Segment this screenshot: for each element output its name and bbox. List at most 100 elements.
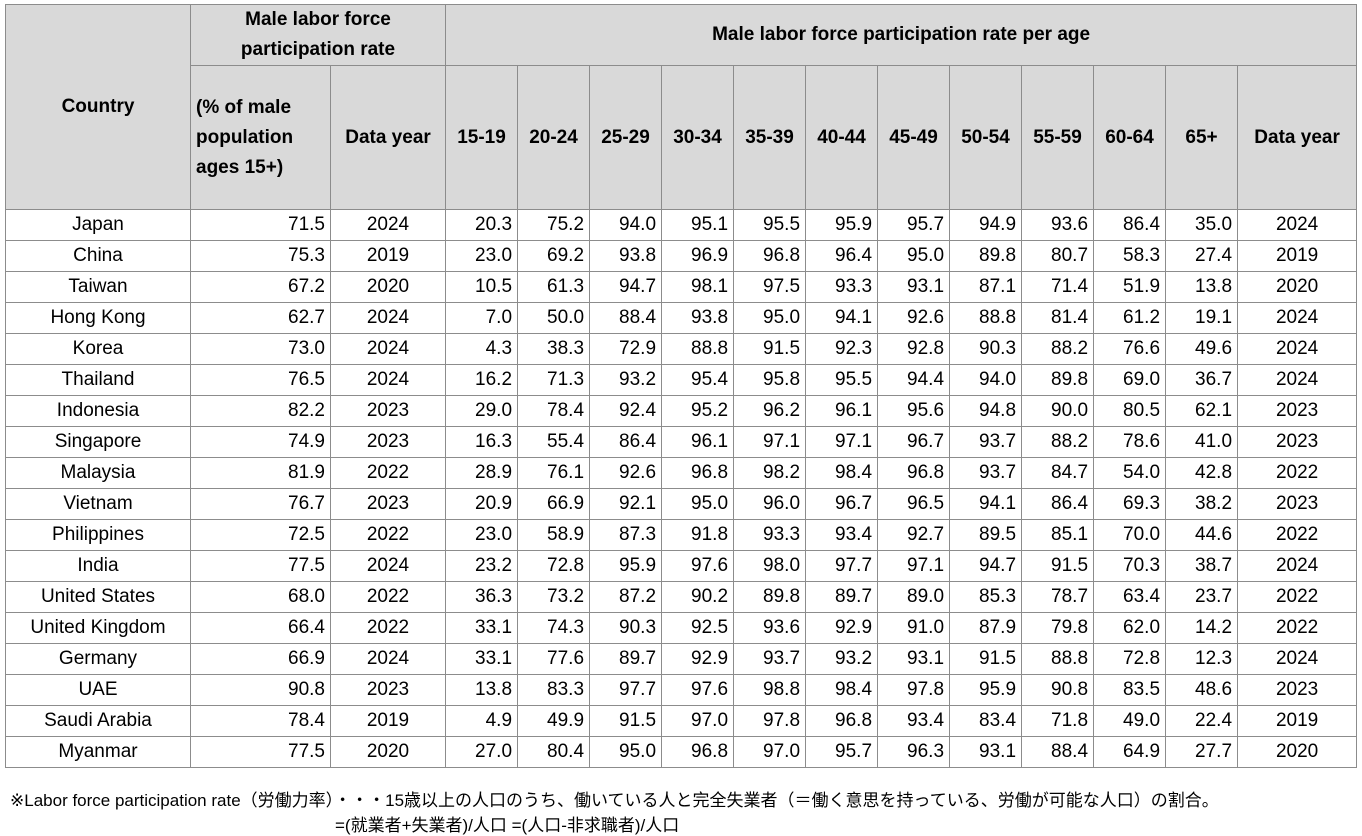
- table-cell: 93.6: [1021, 209, 1095, 241]
- table-cell: 95.0: [877, 240, 951, 272]
- table-row: Saudi Arabia 78.4 2019 4.9 49.9 91.5 97.0 97.8 9…: [5, 705, 1358, 737]
- table-cell: 2019: [329, 705, 447, 737]
- table-cell: 95.9: [949, 674, 1023, 706]
- table-cell: 96.8: [805, 705, 879, 737]
- table-cell: 94.1: [805, 302, 879, 334]
- table-cell: 12.3: [1165, 643, 1239, 675]
- table-cell: 62.7: [190, 302, 331, 334]
- table-cell: 2023: [329, 488, 447, 520]
- table-cell: 78.7: [1021, 581, 1095, 613]
- table-cell: 33.1: [445, 612, 519, 644]
- header-row: (% of male population ages 15+) Data yea…: [6, 65, 1358, 210]
- table-cell: 96.8: [877, 457, 951, 489]
- table-cell: 95.2: [661, 395, 735, 427]
- table-cell: 92.8: [877, 333, 951, 365]
- table-cell: UAE: [5, 674, 191, 706]
- table-row: Germany 66.9 2024 33.1 77.6 89.7 92.9 93.7 93.2 9…: [5, 643, 1358, 675]
- table-cell: 2023: [1237, 395, 1358, 427]
- header-cell: 65+: [1165, 65, 1239, 210]
- table-cell: 62.0: [1093, 612, 1167, 644]
- table-cell: 91.5: [949, 643, 1023, 675]
- table-cell: 4.3: [445, 333, 519, 365]
- table-cell: 95.9: [589, 550, 663, 582]
- table-cell: 96.1: [805, 395, 879, 427]
- table-cell: 89.8: [949, 240, 1023, 272]
- table-cell: 2022: [329, 612, 447, 644]
- table-cell: Germany: [5, 643, 191, 675]
- table-row: Thailand 76.5 2024 16.2 71.3 93.2 95.4 95.8 95.5…: [5, 364, 1358, 396]
- table-cell: 81.4: [1021, 302, 1095, 334]
- table-cell: 89.8: [733, 581, 807, 613]
- table-cell: 20.9: [445, 488, 519, 520]
- table-cell: 66.9: [190, 643, 331, 675]
- table-cell: 74.9: [190, 426, 331, 458]
- table-cell: 94.7: [589, 271, 663, 303]
- table-cell: 19.1: [1165, 302, 1239, 334]
- table-cell: 95.9: [805, 209, 879, 241]
- table-cell: 27.0: [445, 736, 519, 768]
- header-cell: 45-49: [877, 65, 951, 210]
- table-cell: 2024: [329, 643, 447, 675]
- table-cell: 69.0: [1093, 364, 1167, 396]
- table-row: Indonesia 82.2 2023 29.0 78.4 92.4 95.2 96.2 96.…: [5, 395, 1358, 427]
- table-cell: 90.3: [589, 612, 663, 644]
- table-cell: 2022: [329, 519, 447, 551]
- table-cell: 89.7: [805, 581, 879, 613]
- table-cell: 85.1: [1021, 519, 1095, 551]
- table-cell: 70.0: [1093, 519, 1167, 551]
- table-cell: 94.8: [949, 395, 1023, 427]
- table-cell: 98.8: [733, 674, 807, 706]
- table-cell: 98.4: [805, 457, 879, 489]
- table-cell: 93.6: [733, 612, 807, 644]
- table-cell: 94.1: [949, 488, 1023, 520]
- table-cell: 93.7: [949, 457, 1023, 489]
- table-cell: 2020: [1237, 736, 1358, 768]
- table-cell: 36.3: [445, 581, 519, 613]
- table-cell: 77.5: [190, 736, 331, 768]
- table-cell: 98.0: [733, 550, 807, 582]
- table-cell: 36.7: [1165, 364, 1239, 396]
- table-cell: 96.9: [661, 240, 735, 272]
- table-cell: 90.8: [1021, 674, 1095, 706]
- table-cell: 97.6: [661, 674, 735, 706]
- table-cell: 95.7: [877, 209, 951, 241]
- table-cell: 88.4: [1021, 736, 1095, 768]
- table-cell: 86.4: [1021, 488, 1095, 520]
- table-cell: 94.0: [949, 364, 1023, 396]
- table-row: Korea 73.0 2024 4.3 38.3 72.9 88.8 91.5 92.3 92.8…: [5, 333, 1358, 365]
- table-row: Myanmar 77.5 2020 27.0 80.4 95.0 96.8 97.0 95.7 9…: [5, 736, 1358, 768]
- table-cell: 88.8: [661, 333, 735, 365]
- table-cell: 89.8: [1021, 364, 1095, 396]
- table-cell: 16.3: [445, 426, 519, 458]
- table-cell: 93.8: [589, 240, 663, 272]
- table-cell: 73.0: [190, 333, 331, 365]
- table-cell: 22.4: [1165, 705, 1239, 737]
- table-cell: 13.8: [1165, 271, 1239, 303]
- table-cell: 14.2: [1165, 612, 1239, 644]
- table-cell: 76.6: [1093, 333, 1167, 365]
- header-cell: Data year: [329, 65, 447, 210]
- table-cell: United Kingdom: [5, 612, 191, 644]
- table-cell: 92.6: [589, 457, 663, 489]
- table-cell: 23.0: [445, 519, 519, 551]
- table-cell: 93.4: [805, 519, 879, 551]
- table-cell: 96.7: [805, 488, 879, 520]
- table-cell: 96.8: [661, 736, 735, 768]
- table-cell: 2020: [329, 271, 447, 303]
- table-cell: 91.5: [733, 333, 807, 365]
- table-cell: 96.5: [877, 488, 951, 520]
- table-cell: 2024: [1237, 333, 1358, 365]
- table-row: China 75.3 2019 23.0 69.2 93.8 96.9 96.8 96.4 95.…: [5, 240, 1358, 272]
- table-cell: 97.8: [733, 705, 807, 737]
- table-cell: 27.7: [1165, 736, 1239, 768]
- table-cell: 2024: [1237, 364, 1358, 396]
- table-cell: 93.1: [877, 271, 951, 303]
- table-cell: 70.3: [1093, 550, 1167, 582]
- footnote: =(就業者+失業者)/人口 =(人口-非求職者)/人口: [335, 816, 680, 835]
- table-cell: 95.5: [805, 364, 879, 396]
- table-cell: 89.0: [877, 581, 951, 613]
- table-row: India 77.5 2024 23.2 72.8 95.9 97.6 98.0 97.7 97.…: [5, 550, 1358, 582]
- table-cell: 4.9: [445, 705, 519, 737]
- table-cell: 92.6: [877, 302, 951, 334]
